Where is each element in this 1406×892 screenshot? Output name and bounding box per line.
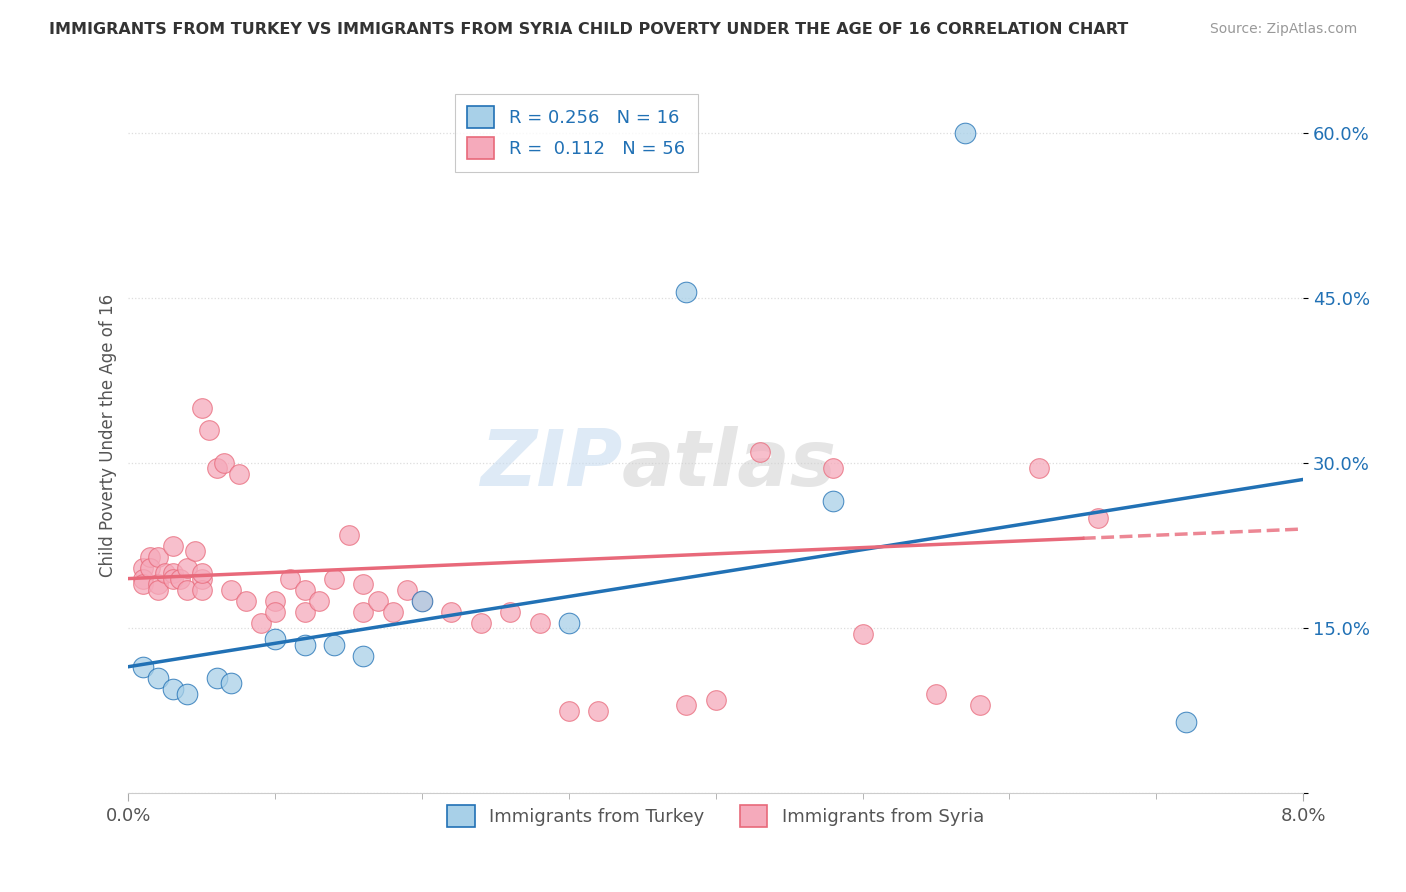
Point [925, 687, 948, 701]
Point [249, 615, 271, 630]
Point [198, 423, 221, 437]
Point [191, 572, 214, 586]
Point [470, 615, 492, 630]
Point [969, 698, 991, 713]
Point [352, 605, 374, 619]
Point [337, 527, 360, 541]
Point [132, 659, 155, 673]
Point [675, 698, 697, 713]
Point [146, 582, 169, 597]
Point [1028, 461, 1050, 475]
Point [191, 401, 214, 415]
Text: ZIP: ZIP [479, 426, 621, 502]
Point [219, 582, 242, 597]
Point [748, 445, 770, 459]
Point [176, 687, 198, 701]
Point [132, 577, 155, 591]
Point [558, 704, 581, 718]
Point [153, 566, 176, 580]
Point [588, 704, 610, 718]
Point [176, 560, 198, 574]
Point [411, 593, 433, 607]
Point [228, 467, 250, 481]
Point [529, 615, 551, 630]
Point [396, 582, 419, 597]
Point [139, 549, 162, 564]
Point [499, 605, 522, 619]
Point [183, 544, 205, 558]
Point [191, 566, 214, 580]
Point [352, 577, 374, 591]
Point [191, 582, 214, 597]
Point [162, 539, 184, 553]
Y-axis label: Child Poverty Under the Age of 16: Child Poverty Under the Age of 16 [100, 293, 117, 577]
Point [264, 605, 287, 619]
Text: IMMIGRANTS FROM TURKEY VS IMMIGRANTS FROM SYRIA CHILD POVERTY UNDER THE AGE OF 1: IMMIGRANTS FROM TURKEY VS IMMIGRANTS FRO… [49, 22, 1129, 37]
Point [294, 605, 316, 619]
Point [308, 593, 330, 607]
Point [955, 126, 977, 140]
Point [169, 572, 191, 586]
Point [212, 456, 235, 470]
Text: Source: ZipAtlas.com: Source: ZipAtlas.com [1209, 22, 1357, 37]
Point [205, 461, 228, 475]
Point [558, 615, 581, 630]
Point [1174, 714, 1197, 729]
Point [264, 632, 287, 647]
Point [294, 582, 316, 597]
Point [323, 572, 346, 586]
Point [162, 566, 184, 580]
Point [132, 560, 155, 574]
Point [264, 593, 287, 607]
Point [823, 461, 845, 475]
Point [352, 648, 374, 663]
Legend: Immigrants from Turkey, Immigrants from Syria: Immigrants from Turkey, Immigrants from … [440, 798, 991, 834]
Point [139, 560, 162, 574]
Point [219, 676, 242, 690]
Point [852, 626, 875, 640]
Point [704, 692, 727, 706]
Point [176, 582, 198, 597]
Point [823, 494, 845, 508]
Point [440, 605, 463, 619]
Point [146, 549, 169, 564]
Text: atlas: atlas [621, 426, 837, 502]
Point [205, 671, 228, 685]
Point [132, 572, 155, 586]
Point [1087, 511, 1109, 525]
Point [367, 593, 389, 607]
Point [323, 638, 346, 652]
Point [411, 593, 433, 607]
Point [278, 572, 301, 586]
Point [675, 285, 697, 300]
Point [381, 605, 404, 619]
Point [235, 593, 257, 607]
Point [146, 671, 169, 685]
Point [146, 577, 169, 591]
Point [294, 638, 316, 652]
Point [162, 681, 184, 696]
Point [162, 572, 184, 586]
